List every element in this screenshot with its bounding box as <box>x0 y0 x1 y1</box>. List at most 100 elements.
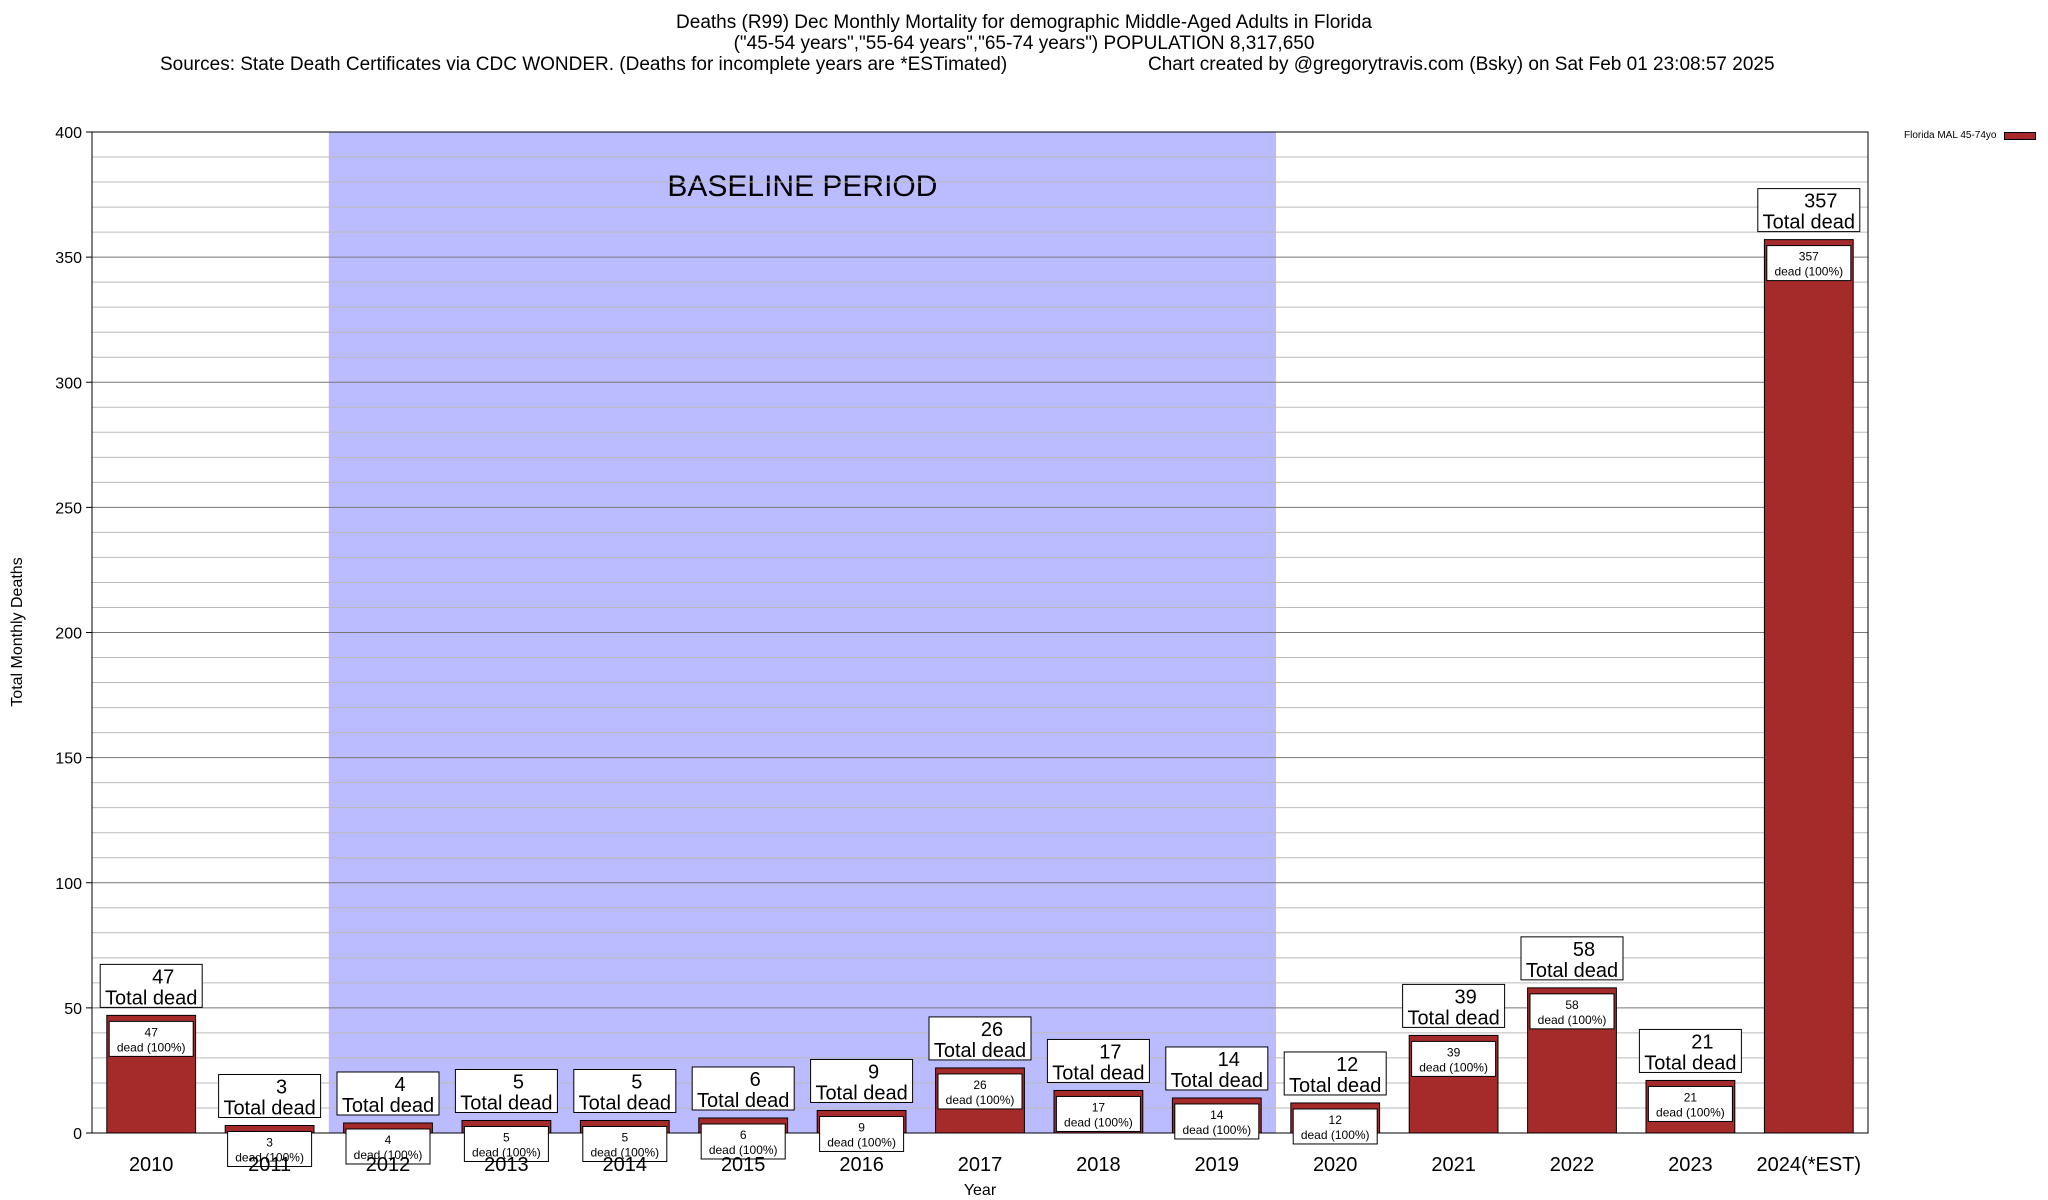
bar-top-label: Total dead <box>934 1040 1026 1062</box>
bar-top-label: Total dead <box>1289 1075 1381 1097</box>
bar-top-value: 58 <box>1573 939 1595 961</box>
bar-inner-box <box>345 1128 431 1165</box>
x-tick-label: 2017 <box>958 1154 1003 1176</box>
bar-top-box <box>1402 983 1506 1028</box>
bar-top-value: 39 <box>1454 986 1476 1008</box>
bar-inner-box <box>108 1020 194 1057</box>
bar-top-box <box>336 1071 440 1116</box>
y-tick-label: 350 <box>55 250 82 267</box>
x-tick-label: 2012 <box>366 1154 411 1176</box>
bar-inner-value: 26 <box>973 1078 987 1092</box>
x-tick-label: 2015 <box>721 1154 766 1176</box>
bar-top-value: 12 <box>1336 1054 1358 1076</box>
y-axis-label: Total Monthly Deaths <box>9 557 26 706</box>
bar-top-box <box>1757 188 1861 233</box>
bar-top-value: 3 <box>276 1076 287 1098</box>
bar-inner-value: 6 <box>740 1128 747 1142</box>
x-axis-label: Year <box>964 1182 997 1199</box>
bar-top-value: 357 <box>1804 191 1837 213</box>
x-tick-label: 2018 <box>1076 1154 1121 1176</box>
bar <box>1763 239 1854 1134</box>
chart-credit: Chart created by @gregorytravis.com (Bsk… <box>1148 54 1775 75</box>
bar-inner-value: 12 <box>1329 1113 1343 1127</box>
x-tick-label: 2010 <box>129 1154 174 1176</box>
x-tick-label: 2024(*EST) <box>1757 1154 1862 1176</box>
bar-top-box <box>691 1066 795 1111</box>
bar-top-label: Total dead <box>223 1097 315 1119</box>
y-tick-label: 100 <box>55 876 82 893</box>
bar-inner-label: dead (100%) <box>1774 265 1843 279</box>
bar-top-label: Total dead <box>579 1092 671 1114</box>
bar-inner-value: 21 <box>1684 1090 1698 1104</box>
y-tick-label: 400 <box>55 125 82 142</box>
bar-top-value: 5 <box>513 1071 524 1093</box>
bar-inner-box <box>1647 1085 1733 1122</box>
bar-inner-box <box>1411 1040 1497 1077</box>
bar-inner-box <box>463 1125 549 1162</box>
chart-title: Deaths (R99) Dec Monthly Mortality for d… <box>676 12 1372 33</box>
bar-top-box <box>573 1068 677 1113</box>
y-tick-label: 0 <box>73 1126 82 1143</box>
x-tick-label: 2022 <box>1550 1154 1595 1176</box>
bar-top-value: 17 <box>1099 1041 1121 1063</box>
bar-top-value: 47 <box>152 966 174 988</box>
bar-top-label: Total dead <box>460 1092 552 1114</box>
bar-inner-box <box>1292 1108 1378 1145</box>
bar-top-value: 6 <box>750 1069 761 1091</box>
bar-inner-value: 357 <box>1799 250 1819 264</box>
y-tick-label: 200 <box>55 626 82 643</box>
bar-top-box <box>99 963 203 1008</box>
bar-top-value: 26 <box>981 1019 1003 1041</box>
bar-top-label: Total dead <box>1171 1070 1263 1092</box>
bar-inner-value: 39 <box>1447 1045 1461 1059</box>
bar-top-label: Total dead <box>1763 212 1855 234</box>
bar-inner-box <box>1055 1095 1141 1132</box>
y-tick-label: 150 <box>55 751 82 768</box>
chart-source-row: Sources: State Death Certificates via CD… <box>0 54 2048 75</box>
y-tick-label: 50 <box>64 1001 82 1018</box>
bar-inner-box <box>700 1123 786 1160</box>
bar-inner-label: dead (100%) <box>946 1093 1015 1107</box>
bar-inner-label: dead (100%) <box>1538 1013 1607 1027</box>
bar-top-box <box>810 1058 914 1103</box>
chart-subtitle: ("45-54 years","55-64 years","65-74 year… <box>733 33 1315 54</box>
bar-top-box <box>1046 1038 1150 1083</box>
chart-header: Deaths (R99) Dec Monthly Mortality for d… <box>0 12 2048 75</box>
x-tick-label: 2021 <box>1431 1154 1476 1176</box>
bar-top-box <box>1165 1046 1269 1091</box>
bar-inner-box <box>582 1125 668 1162</box>
bar-inner-label: dead (100%) <box>117 1040 186 1054</box>
bar-top-label: Total dead <box>1407 1007 1499 1029</box>
bar-inner-value: 14 <box>1210 1108 1224 1122</box>
bar-inner-label: dead (100%) <box>235 1150 304 1164</box>
bar-top-label: Total dead <box>1526 960 1618 982</box>
y-tick-label: 300 <box>55 375 82 392</box>
bar-top-value: 14 <box>1218 1049 1240 1071</box>
bar-inner-value: 3 <box>266 1135 273 1149</box>
bar-top-label: Total dead <box>815 1082 907 1104</box>
bar-inner-label: dead (100%) <box>1064 1115 1133 1129</box>
x-tick-label: 2013 <box>484 1154 529 1176</box>
chart-source: Sources: State Death Certificates via CD… <box>160 54 1008 75</box>
bar-top-label: Total dead <box>1052 1062 1144 1084</box>
bar-top-box <box>928 1016 1032 1061</box>
x-tick-label: 2016 <box>839 1154 884 1176</box>
x-tick-label: 2011 <box>248 1154 291 1176</box>
bar-inner-value: 17 <box>1092 1100 1106 1114</box>
bar-inner-label: dead (100%) <box>354 1148 423 1162</box>
legend-entry-label: Florida MAL 45-74yo <box>1904 130 1997 141</box>
bar-inner-value: 47 <box>145 1025 159 1039</box>
bar-inner-value: 9 <box>858 1120 865 1134</box>
bar-top-label: Total dead <box>1644 1052 1736 1074</box>
bar-inner-box <box>937 1073 1023 1110</box>
bar-inner-label: dead (100%) <box>590 1145 659 1159</box>
bar-inner-box <box>1174 1103 1260 1140</box>
chart-legend: Florida MAL 45-74yo <box>1904 130 2037 141</box>
bar-top-box <box>454 1068 558 1113</box>
bar-inner-label: dead (100%) <box>709 1143 778 1157</box>
bar-inner-box <box>1529 993 1615 1030</box>
bar-top-value: 9 <box>868 1061 879 1083</box>
bar-inner-label: dead (100%) <box>1182 1123 1251 1137</box>
bar-top-box <box>1638 1028 1742 1073</box>
